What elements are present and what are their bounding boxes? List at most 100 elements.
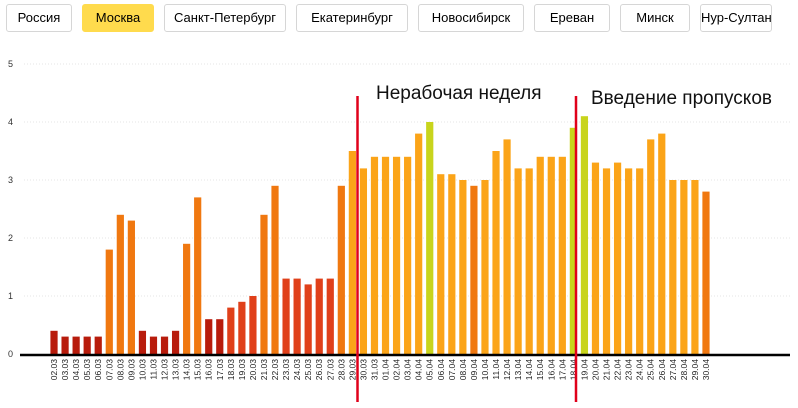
x-tick-label: 27.04 bbox=[668, 359, 678, 381]
x-tick-label: 03.04 bbox=[403, 359, 413, 381]
x-tick-label: 21.03 bbox=[259, 359, 269, 381]
x-tick-label: 29.04 bbox=[690, 359, 700, 381]
bar-30.04 bbox=[702, 191, 710, 354]
x-tick-label: 11.03 bbox=[148, 359, 158, 380]
tab-3[interactable]: Екатеринбург bbox=[296, 4, 408, 32]
bar-26.03 bbox=[315, 278, 323, 354]
x-tick-label: 11.04 bbox=[491, 359, 501, 380]
y-tick-label: 0 bbox=[8, 349, 13, 359]
bar-22.03 bbox=[271, 185, 279, 354]
x-tick-label: 22.03 bbox=[270, 359, 280, 381]
bar-23.03 bbox=[282, 278, 290, 354]
x-tick-label: 05.03 bbox=[82, 359, 92, 381]
x-tick-label: 23.03 bbox=[281, 359, 291, 381]
x-tick-label: 19.03 bbox=[237, 359, 247, 381]
bar-03.04 bbox=[404, 156, 412, 354]
x-tick-label: 18.03 bbox=[226, 359, 236, 381]
x-tick-label: 05.04 bbox=[425, 359, 435, 381]
bar-27.03 bbox=[326, 278, 334, 354]
bar-12.04 bbox=[503, 139, 511, 354]
x-tick-label: 26.04 bbox=[657, 359, 667, 381]
x-tick-label: 17.03 bbox=[215, 359, 225, 381]
tab-1[interactable]: Москва bbox=[82, 4, 154, 32]
x-tick-label: 22.04 bbox=[613, 359, 623, 381]
bar-05.03 bbox=[83, 336, 91, 354]
bar-08.03 bbox=[116, 214, 124, 354]
bar-18.03 bbox=[227, 307, 235, 354]
y-tick-label: 1 bbox=[8, 291, 13, 301]
x-tick-label: 15.04 bbox=[535, 359, 545, 381]
bar-02.03 bbox=[50, 330, 58, 354]
bar-24.03 bbox=[293, 278, 301, 354]
bar-09.03 bbox=[127, 220, 135, 354]
bar-07.03 bbox=[105, 249, 113, 354]
bar-15.04 bbox=[536, 156, 544, 354]
x-tick-label: 02.03 bbox=[49, 359, 59, 381]
bar-19.04 bbox=[580, 116, 589, 354]
x-tick-label: 26.03 bbox=[314, 359, 324, 381]
x-tick-label: 13.03 bbox=[171, 359, 181, 381]
x-tick-label: 10.03 bbox=[137, 359, 147, 381]
x-tick-label: 16.04 bbox=[546, 359, 556, 381]
x-tick-label: 30.04 bbox=[701, 359, 711, 381]
bar-10.03 bbox=[138, 330, 147, 354]
bar-31.03 bbox=[370, 156, 379, 354]
x-tick-label: 07.03 bbox=[104, 359, 114, 381]
event-annotation: Нерабочая неделя bbox=[376, 83, 542, 104]
bar-14.04 bbox=[525, 168, 533, 354]
bar-06.04 bbox=[437, 174, 445, 354]
bar-25.03 bbox=[304, 284, 312, 354]
y-tick-label: 2 bbox=[8, 233, 13, 243]
bar-20.04 bbox=[591, 162, 600, 354]
x-tick-label: 09.03 bbox=[126, 359, 136, 381]
tab-4[interactable]: Новосибирск bbox=[418, 4, 524, 32]
x-tick-label: 08.03 bbox=[115, 359, 125, 381]
x-tick-label: 23.04 bbox=[624, 359, 634, 381]
x-tick-label: 06.03 bbox=[93, 359, 103, 381]
bar-26.04 bbox=[658, 133, 666, 354]
bar-27.04 bbox=[669, 180, 677, 354]
bar-12.03 bbox=[160, 336, 169, 354]
x-tick-label: 10.04 bbox=[480, 359, 490, 381]
bar-11.04 bbox=[492, 151, 500, 354]
bar-07.04 bbox=[448, 174, 456, 354]
x-tick-label: 20.04 bbox=[590, 359, 600, 381]
bar-21.04 bbox=[602, 168, 611, 354]
bar-05.04 bbox=[426, 122, 434, 354]
bar-11.03 bbox=[149, 336, 158, 354]
x-tick-label: 13.04 bbox=[513, 359, 523, 381]
tab-7[interactable]: Нур-Султан bbox=[700, 4, 772, 32]
y-tick-label: 5 bbox=[8, 59, 13, 69]
x-tick-label: 07.04 bbox=[447, 359, 457, 381]
bar-21.03 bbox=[260, 214, 268, 354]
tab-0[interactable]: Россия bbox=[6, 4, 72, 32]
x-tick-label: 25.04 bbox=[646, 359, 656, 381]
x-tick-label: 30.03 bbox=[358, 359, 368, 381]
x-tick-label: 28.04 bbox=[679, 359, 689, 381]
bar-16.04 bbox=[547, 156, 555, 354]
x-tick-label: 12.03 bbox=[160, 359, 170, 381]
x-tick-label: 24.04 bbox=[635, 359, 645, 381]
x-tick-label: 21.04 bbox=[602, 359, 612, 381]
y-tick-label: 4 bbox=[8, 117, 13, 127]
x-tick-label: 20.03 bbox=[248, 359, 258, 381]
tab-5[interactable]: Ереван bbox=[534, 4, 610, 32]
tab-6[interactable]: Минск bbox=[620, 4, 690, 32]
bar-19.03 bbox=[238, 301, 246, 354]
bar-08.04 bbox=[459, 180, 467, 354]
bar-06.03 bbox=[94, 336, 102, 354]
x-tick-label: 06.04 bbox=[436, 359, 446, 381]
x-tick-label: 18.04 bbox=[568, 359, 578, 381]
bar-17.03 bbox=[216, 319, 224, 354]
tab-2[interactable]: Санкт-Петербург bbox=[164, 4, 286, 32]
bar-17.04 bbox=[558, 156, 566, 354]
x-tick-label: 09.04 bbox=[469, 359, 479, 381]
x-tick-label: 16.03 bbox=[204, 359, 214, 381]
bar-15.03 bbox=[194, 197, 202, 354]
x-tick-label: 28.03 bbox=[336, 359, 346, 381]
x-tick-label: 17.04 bbox=[557, 359, 567, 381]
bar-04.03 bbox=[72, 336, 80, 354]
bar-16.03 bbox=[205, 319, 213, 354]
event-annotation: Введение пропусков bbox=[591, 88, 772, 109]
